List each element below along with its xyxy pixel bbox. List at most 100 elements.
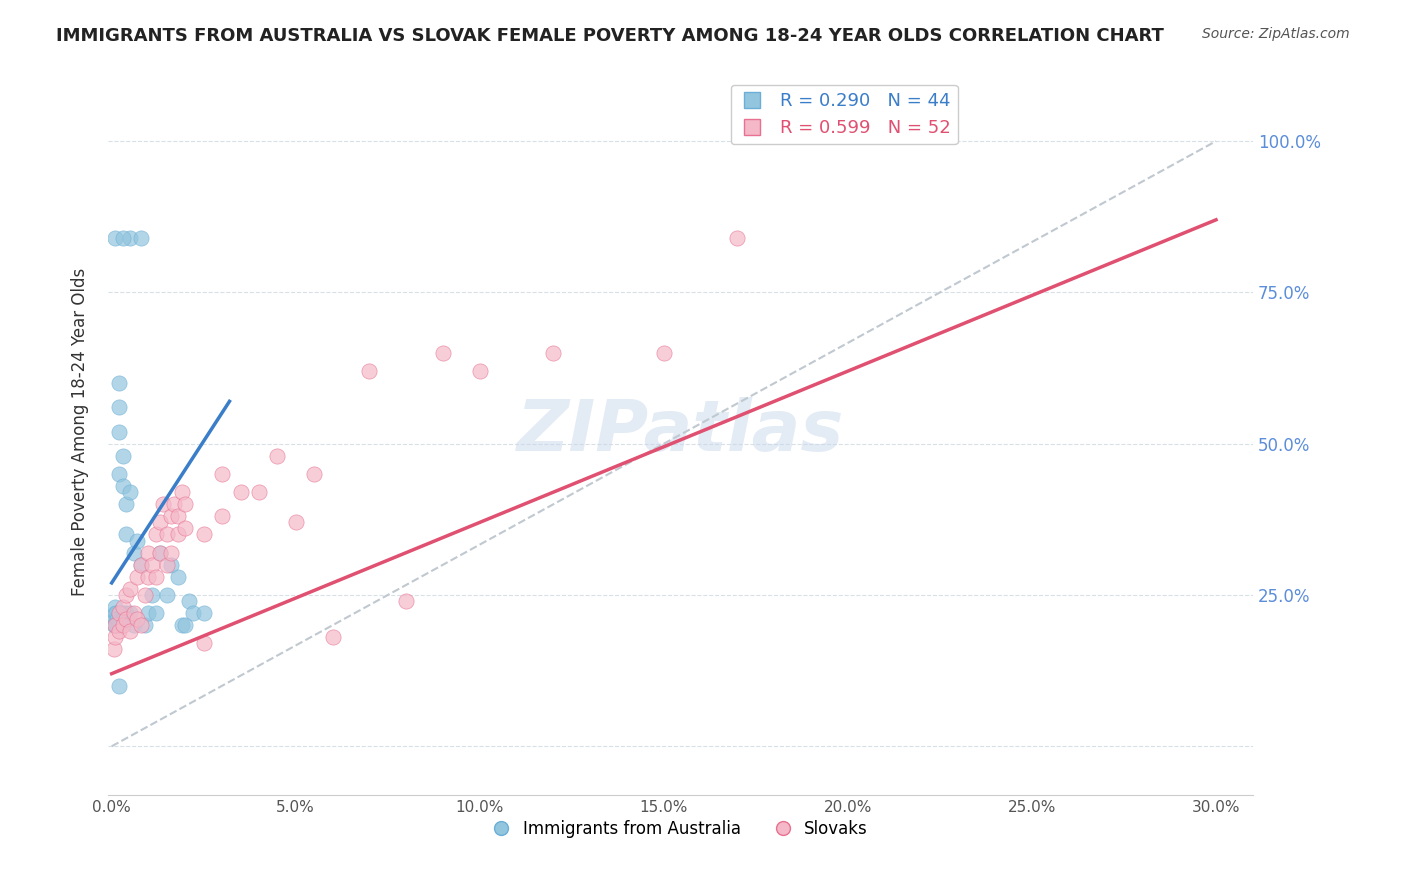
Point	[115, 612, 138, 626]
Text: Source: ZipAtlas.com: Source: ZipAtlas.com	[1202, 27, 1350, 41]
Point	[145, 527, 167, 541]
Point	[395, 594, 418, 608]
Point	[108, 618, 131, 632]
Point	[138, 570, 160, 584]
Point	[104, 612, 127, 626]
Point	[129, 231, 152, 245]
Point	[138, 546, 160, 560]
Point	[122, 546, 145, 560]
Point	[111, 449, 134, 463]
Point	[120, 231, 142, 245]
Point	[302, 467, 325, 481]
Point	[193, 527, 215, 541]
Point	[122, 606, 145, 620]
Point	[120, 485, 142, 500]
Point	[115, 588, 138, 602]
Point	[177, 594, 200, 608]
Point	[111, 600, 134, 615]
Point	[129, 558, 152, 572]
Point	[111, 231, 134, 245]
Point	[181, 606, 204, 620]
Point	[174, 521, 197, 535]
Point	[105, 618, 128, 632]
Point	[167, 527, 190, 541]
Point	[211, 467, 233, 481]
Point	[543, 346, 565, 360]
Point	[145, 570, 167, 584]
Point	[229, 485, 252, 500]
Point	[129, 618, 152, 632]
Point	[193, 606, 215, 620]
Y-axis label: Female Poverty Among 18-24 Year Olds: Female Poverty Among 18-24 Year Olds	[72, 268, 89, 596]
Point	[108, 606, 131, 620]
Point	[127, 612, 149, 626]
Point	[120, 582, 142, 596]
Point	[120, 606, 142, 620]
Point	[163, 497, 186, 511]
Point	[727, 231, 749, 245]
Point	[105, 606, 128, 620]
Point	[129, 558, 152, 572]
Point	[134, 618, 156, 632]
Point	[105, 612, 128, 626]
Point	[167, 509, 190, 524]
Point	[170, 618, 193, 632]
Point	[159, 546, 181, 560]
Point	[115, 527, 138, 541]
Point	[111, 612, 134, 626]
Point	[120, 624, 142, 639]
Point	[148, 546, 170, 560]
Point	[111, 606, 134, 620]
Point	[122, 618, 145, 632]
Point	[103, 642, 125, 657]
Point	[159, 509, 181, 524]
Legend: Immigrants from Australia, Slovaks: Immigrants from Australia, Slovaks	[486, 814, 875, 845]
Point	[193, 636, 215, 650]
Point	[104, 618, 127, 632]
Point	[127, 533, 149, 548]
Point	[159, 558, 181, 572]
Point	[115, 606, 138, 620]
Point	[108, 467, 131, 481]
Point	[104, 631, 127, 645]
Point	[145, 606, 167, 620]
Point	[127, 570, 149, 584]
Point	[652, 346, 675, 360]
Point	[148, 546, 170, 560]
Point	[211, 509, 233, 524]
Point	[167, 570, 190, 584]
Point	[108, 624, 131, 639]
Point	[266, 449, 288, 463]
Point	[104, 231, 127, 245]
Point	[174, 497, 197, 511]
Point	[115, 497, 138, 511]
Point	[103, 618, 125, 632]
Point	[468, 364, 491, 378]
Point	[432, 346, 454, 360]
Point	[141, 558, 163, 572]
Point	[111, 479, 134, 493]
Point	[105, 618, 128, 632]
Point	[104, 600, 127, 615]
Text: ZIPatlas: ZIPatlas	[517, 397, 844, 467]
Text: IMMIGRANTS FROM AUSTRALIA VS SLOVAK FEMALE POVERTY AMONG 18-24 YEAR OLDS CORRELA: IMMIGRANTS FROM AUSTRALIA VS SLOVAK FEMA…	[56, 27, 1164, 45]
Point	[247, 485, 270, 500]
Point	[156, 588, 179, 602]
Point	[170, 485, 193, 500]
Point	[174, 618, 197, 632]
Point	[104, 606, 127, 620]
Point	[108, 401, 131, 415]
Point	[156, 558, 179, 572]
Point	[152, 497, 174, 511]
Point	[111, 618, 134, 632]
Point	[156, 527, 179, 541]
Point	[141, 588, 163, 602]
Point	[322, 631, 344, 645]
Point	[108, 679, 131, 693]
Point	[148, 516, 170, 530]
Point	[134, 588, 156, 602]
Point	[108, 425, 131, 439]
Point	[359, 364, 381, 378]
Point	[284, 516, 307, 530]
Point	[138, 606, 160, 620]
